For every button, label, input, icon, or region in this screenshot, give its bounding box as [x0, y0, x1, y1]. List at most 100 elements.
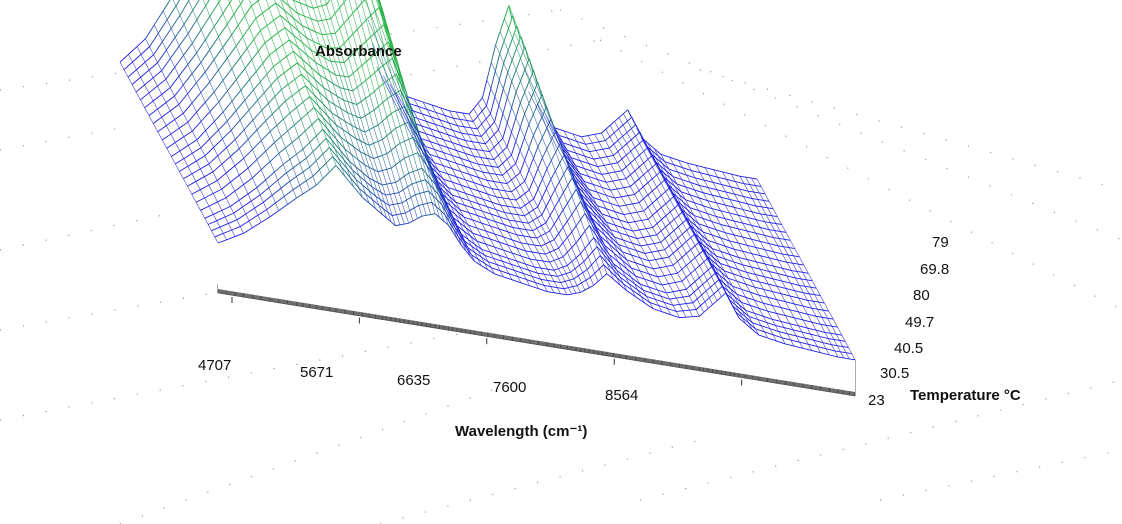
mesh-line: [760, 325, 765, 332]
mesh-line: [247, 139, 253, 150]
series-line: [749, 184, 756, 186]
series-line: [520, 204, 526, 209]
series-line: [361, 0, 366, 4]
series-line: [524, 81, 530, 93]
mesh-line: [135, 91, 141, 100]
series-line: [461, 132, 469, 135]
series-line: [292, 184, 300, 191]
mesh-line: [685, 212, 691, 221]
mesh-line: [768, 243, 774, 252]
mesh-line: [424, 179, 429, 192]
mesh-line: [605, 129, 611, 137]
mesh-line: [527, 243, 533, 253]
mesh-line: [545, 222, 551, 232]
mesh-line: [567, 185, 573, 197]
mesh-line: [792, 263, 798, 272]
series-line: [725, 191, 735, 195]
series-line: [655, 257, 663, 261]
mesh-line: [711, 234, 717, 244]
mesh-line: [668, 168, 674, 177]
series-line: [528, 269, 538, 274]
mesh-line: [693, 291, 698, 299]
mesh-line: [647, 194, 653, 204]
series-line: [457, 211, 465, 218]
mesh-line: [502, 261, 506, 268]
mesh-line: [174, 67, 180, 77]
series-line: [831, 325, 838, 328]
series-line: [170, 45, 180, 59]
series-line: [277, 172, 287, 181]
series-line: [379, 198, 385, 203]
mesh-line: [471, 245, 476, 253]
series-line: [200, 184, 209, 191]
series-line: [560, 280, 566, 283]
series-line: [425, 133, 435, 138]
mesh-line: [563, 192, 568, 204]
mesh-line: [663, 275, 669, 284]
series-line: [630, 276, 641, 285]
series-line: [829, 354, 839, 358]
mesh-line: [699, 185, 704, 193]
mesh-line: [257, 0, 263, 14]
series-line: [550, 170, 556, 180]
series-line: [532, 104, 539, 115]
mesh-line: [293, 0, 298, 14]
mesh-line: [528, 270, 533, 277]
mesh-line: [426, 164, 432, 180]
mesh-line: [459, 222, 465, 232]
mesh-line: [307, 113, 313, 125]
series-line: [794, 303, 804, 307]
mesh-line: [464, 166, 470, 175]
mesh-line: [627, 109, 633, 118]
mesh-line: [279, 15, 286, 28]
series-line: [377, 138, 383, 142]
series-line: [741, 301, 751, 306]
series-line: [244, 89, 254, 101]
mesh-line: [435, 183, 441, 193]
series-line: [682, 229, 688, 235]
mesh-line: [371, 16, 376, 27]
mesh-line: [558, 135, 564, 143]
series-line: [601, 213, 611, 218]
series-line: [694, 189, 704, 194]
mesh-line: [631, 117, 637, 125]
series-line: [690, 182, 700, 186]
mesh-line: [425, 157, 431, 167]
mesh-line: [293, 18, 299, 31]
mesh-line: [344, 149, 350, 162]
series-line: [457, 236, 464, 243]
mesh-line: [591, 218, 597, 228]
series-line: [481, 235, 491, 240]
series-line: [786, 261, 793, 264]
series-line: [685, 199, 695, 204]
series-line: [619, 232, 629, 237]
series-line: [780, 307, 790, 311]
series-line: [699, 184, 709, 189]
series-line: [390, 164, 396, 169]
series-line: [456, 150, 466, 154]
mesh-line: [591, 142, 597, 151]
mesh-line: [131, 84, 137, 93]
mesh-line: [499, 270, 504, 278]
mesh-line: [498, 255, 503, 262]
mesh-line: [757, 199, 763, 208]
mesh-line: [646, 296, 651, 303]
series-line: [506, 167, 512, 172]
series-line: [619, 219, 629, 224]
mesh-line: [412, 171, 417, 183]
mesh-line: [438, 170, 444, 180]
series-line: [820, 323, 827, 326]
series-line: [712, 300, 718, 305]
mesh-line: [442, 202, 447, 213]
mesh-line: [643, 210, 649, 220]
series-line: [455, 111, 463, 114]
series-line: [307, 107, 315, 114]
mesh-line: [243, 184, 249, 194]
series-line: [360, 129, 366, 133]
mesh-line: [432, 195, 437, 207]
mesh-line: [521, 222, 527, 230]
mesh-line: [736, 294, 742, 303]
mesh-line: [427, 162, 432, 172]
series-line: [369, 109, 375, 114]
series-line: [437, 199, 443, 205]
